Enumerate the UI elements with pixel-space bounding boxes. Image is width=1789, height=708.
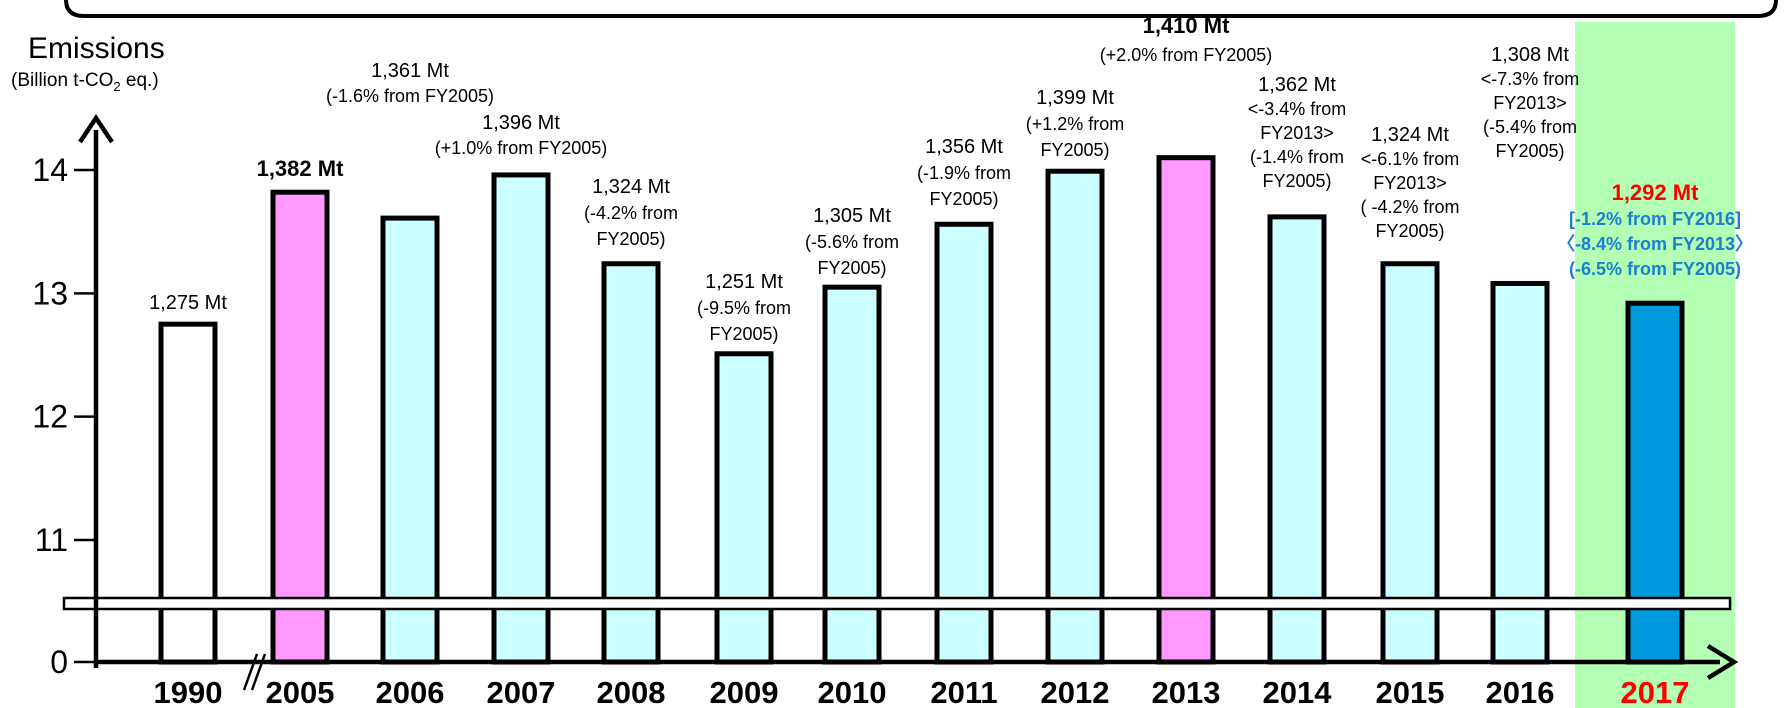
data-label: 1,399 Mt [1036,87,1114,109]
data-label: FY2005) [817,258,886,278]
bar-2015 [1380,261,1440,665]
axis-break-band [62,596,1732,611]
x-tick-label: 2014 [1263,675,1333,708]
data-label: (+1.2% from [1026,114,1125,134]
bar-2012 [1045,168,1105,665]
data-label: <-7.3% from [1481,69,1580,89]
data-label: (-9.5% from [697,298,791,318]
y-axis-unit-prefix: (Billion t-CO [11,70,114,91]
data-label: 1,251 Mt [705,271,783,293]
x-tick-label: 2008 [597,675,666,708]
annotations-group: 1,275 Mt 1,382 Mt 1,361 Mt (-1.6% from FY20… [149,13,1753,344]
x-tick-label: 2013 [1152,675,1221,708]
data-label: 1,362 Mt [1258,74,1336,96]
data-label: (-1.9% from [917,163,1011,183]
data-label: 1,382 Mt [257,156,344,181]
data-label: ( -4.2% from [1360,197,1459,217]
x-tick-label: 2005 [266,675,335,708]
data-label: (-4.2% from [584,203,678,223]
data-label: (-5.4% from [1483,117,1577,137]
y-tick-label: 0 [50,644,68,680]
data-label: FY2005) [1262,171,1331,191]
y-axis-unit: (Billion t-CO2 eq.) [11,70,159,94]
data-label: (-5.6% from [805,232,899,252]
y-axis-label: Emissions [28,32,165,65]
bar-2009 [714,351,774,665]
y-ticks-group: 0 11 12 13 14 [32,152,96,680]
y-tick-label: 12 [32,399,68,435]
data-label: <-6.1% from [1361,149,1460,169]
data-label: 1,308 Mt [1491,44,1569,66]
y-axis-unit-subscript: 2 [113,78,121,94]
bar-2007 [491,172,551,665]
x-tick-label: 2006 [376,675,445,708]
data-label: FY2013> [1373,173,1447,193]
x-tick-label: 2010 [818,675,887,708]
data-label: <-3.4% from [1248,99,1347,119]
data-label: (-1.4% from [1250,147,1344,167]
bar-2013 [1156,155,1216,665]
data-label: 1,356 Mt [925,136,1003,158]
x-tick-label: 2017 [1621,675,1690,708]
bar-2014 [1267,214,1327,665]
data-label: 〈-8.4% from FY2013〉 [1557,234,1753,254]
data-label: 1,410 Mt [1143,13,1230,38]
data-label: FY2005) [596,229,665,249]
data-label: 1,275 Mt [149,292,227,314]
data-label: 1,324 Mt [592,176,670,198]
data-label: FY2005) [929,189,998,209]
data-label: FY2005) [1375,221,1444,241]
x-tick-label: 2015 [1376,675,1445,708]
bar-2006 [380,215,440,665]
data-label: (+1.0% from FY2005) [435,138,608,158]
y-tick-label: 14 [32,152,68,188]
data-label: FY2013> [1493,93,1567,113]
data-label: FY2013> [1260,123,1334,143]
x-tick-label: 2011 [930,675,997,708]
data-label: 1,292 Mt [1612,180,1699,205]
x-tick-label: 1990 [154,675,223,708]
y-axis-arrow [78,113,114,144]
bar-2005 [270,189,330,665]
data-label: 1,396 Mt [482,112,560,134]
top-frame-fragment [64,0,1778,18]
data-label: (-6.5% from FY2005) [1569,259,1741,279]
x-labels-group: 1990 2005 2006 2007 2008 2009 2010 2011 2012 2013… [154,675,1690,708]
x-axis-arrow [1706,644,1739,680]
data-label: [-1.2% from FY2016] [1569,209,1741,229]
y-axis-unit-suffix: eq.) [120,70,159,91]
x-tick-label: 2009 [710,675,779,708]
y-tick-label: 11 [35,522,68,558]
bar-2011 [934,221,994,665]
data-label: FY2005) [1495,141,1564,161]
data-label: FY2005) [1040,140,1109,160]
bar-1990 [158,321,218,665]
data-label: FY2005) [709,324,778,344]
x-tick-label: 2016 [1486,675,1555,708]
data-label: 1,305 Mt [813,205,891,227]
data-label: 1,361 Mt [371,60,449,82]
data-label: (+2.0% from FY2005) [1100,45,1273,65]
x-axis-break-mark [242,653,267,691]
data-label: 1,324 Mt [1371,124,1449,146]
x-tick-label: 2012 [1041,675,1110,708]
bars-group [158,155,1685,665]
x-tick-label: 2007 [487,675,556,708]
data-label: (-1.6% from FY2005) [326,86,494,106]
y-tick-label: 13 [32,275,68,311]
